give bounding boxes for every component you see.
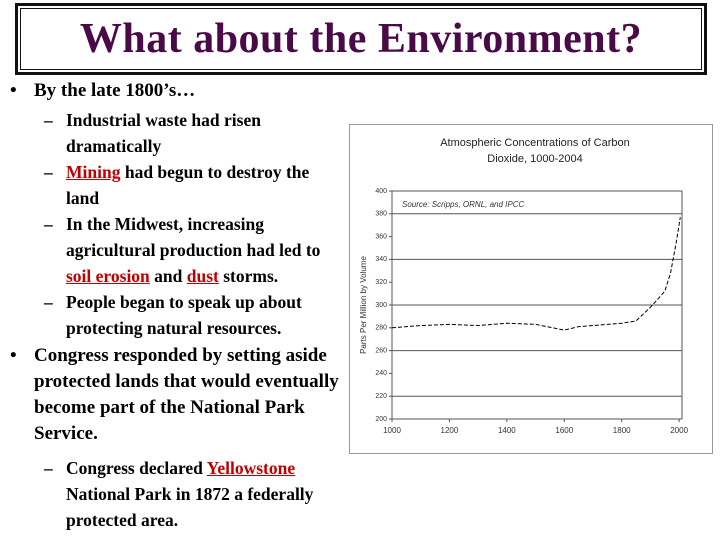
sub-bullet: – Congress declared Yellowstone National … <box>44 458 314 530</box>
sub-text: and <box>149 266 187 286</box>
x-tick-label: 1200 <box>441 426 459 435</box>
link-text: Yellowstone <box>206 458 296 478</box>
bullet-text: By the late 1800’s… <box>34 80 196 101</box>
sub-text: National Park in 1872 a federally protec… <box>66 484 314 530</box>
link-text: Mining <box>66 162 121 182</box>
link-text: dust <box>186 266 219 286</box>
y-tick-label: 200 <box>375 416 387 423</box>
title-box: What about the Environment? <box>15 3 707 75</box>
x-tick-label: 2000 <box>670 426 688 435</box>
sub-text: People began to speak up about protectin… <box>66 292 302 338</box>
chart-box: Atmospheric Concentrations of Carbon Dio… <box>349 124 713 454</box>
y-tick-label: 280 <box>375 325 387 332</box>
y-tick-label: 260 <box>375 347 387 354</box>
sub-text: Industrial waste had risen dramatically <box>66 110 261 156</box>
bullet: • Congress responded by setting aside pro… <box>10 343 340 447</box>
slide-title: What about the Environment? <box>79 16 643 62</box>
x-tick-label: 1800 <box>613 426 631 435</box>
y-axis-label: Parts Per Million by Volume <box>359 256 368 354</box>
x-tick-label: 1400 <box>498 426 516 435</box>
bullet-text: Congress responded by setting aside prot… <box>34 345 339 444</box>
sub-bullet: – People began to speak up about protecti… <box>44 292 302 338</box>
sub-bullet: – Industrial waste had risen dramatically <box>44 110 261 156</box>
x-tick-label: 1000 <box>383 426 401 435</box>
y-tick-label: 340 <box>375 256 387 263</box>
y-tick-label: 240 <box>375 370 387 377</box>
sub-bullet: – Mining had begun to destroy the land <box>44 162 310 208</box>
source-note: Source: Scripps, ORNL, and IPCC <box>402 200 524 209</box>
y-tick-label: 320 <box>375 279 387 286</box>
sub-text: had begun to destroy the land <box>66 162 310 208</box>
chart-title: Atmospheric Concentrations of Carbon Dio… <box>440 137 630 165</box>
y-tick-label: 380 <box>375 211 387 218</box>
sub-text: storms. <box>218 266 279 286</box>
link-text: soil erosion <box>66 266 150 286</box>
y-tick-label: 360 <box>375 233 387 240</box>
chart-title-box: Atmospheric Concentrations of Carbon Dio… <box>440 137 630 165</box>
data-line <box>391 217 681 331</box>
y-tick-label: 300 <box>375 302 387 309</box>
y-tick-label: 220 <box>375 393 387 400</box>
sub-text: Congress declared <box>66 458 207 478</box>
x-tick-label: 1600 <box>555 426 573 435</box>
sub-bullet: – In the Midwest, increasing agricultural… <box>44 214 321 286</box>
chart: Atmospheric Concentrations of Carbon Dio… <box>359 137 689 435</box>
y-tick-label: 400 <box>375 188 387 195</box>
sub-text: In the Midwest, increasing agricultural … <box>66 214 321 260</box>
bullet: • By the late 1800’s… <box>10 78 330 104</box>
